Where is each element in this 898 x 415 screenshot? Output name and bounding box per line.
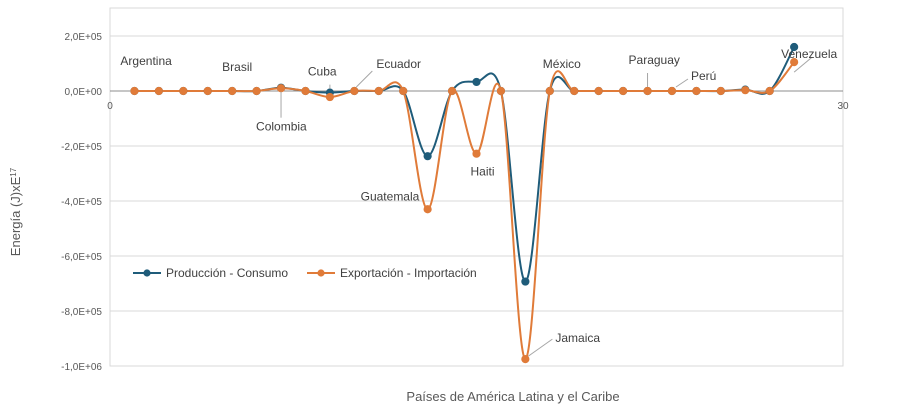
data-point-series-2	[545, 86, 554, 96]
y-tick-label: -8,0E+05	[61, 307, 102, 318]
annotation-label: Ecuador	[376, 57, 421, 71]
y-tick-label: -6,0E+05	[61, 252, 102, 263]
plot-border	[109, 7, 844, 367]
data-point-series-2	[472, 149, 481, 158]
data-point-series-2	[399, 86, 408, 96]
annotation-label: Cuba	[308, 65, 337, 79]
data-point-series-2	[496, 86, 506, 96]
annotation-leader	[355, 70, 373, 88]
y-tick-label: -4,0E+05	[61, 197, 102, 208]
annotation-label: Perú	[691, 69, 716, 83]
data-point-series-2	[350, 86, 359, 96]
data-point-series-2	[130, 86, 139, 96]
annotation-label: Brasil	[222, 60, 252, 74]
annotation-label: Colombia	[256, 120, 307, 134]
data-point-series-2	[374, 86, 383, 96]
data-point-series-1	[423, 152, 432, 161]
legend: Producción - Consumo Exportación - Import…	[133, 266, 477, 280]
data-point-series-2	[423, 205, 432, 214]
data-point-series-2	[716, 86, 725, 96]
data-point-series-2	[643, 86, 652, 96]
series-layer	[130, 42, 799, 364]
y-tick-label: 2,0E+05	[64, 32, 102, 43]
grid	[109, 7, 844, 367]
annotation-leader	[675, 78, 689, 88]
data-point-series-2	[447, 86, 457, 96]
annotation-leader	[528, 338, 553, 357]
data-point-series-2	[692, 86, 701, 96]
data-point-series-2	[203, 86, 212, 96]
data-point-series-2	[765, 86, 774, 96]
data-point-series-2	[325, 92, 334, 102]
data-point-series-2	[179, 86, 188, 96]
annotation-leader	[793, 56, 813, 73]
data-point-series-2	[741, 86, 750, 95]
y-tick-label: -2,0E+05	[61, 142, 102, 153]
annotation-label: Jamaica	[555, 331, 600, 345]
x-tick-label: 0	[107, 101, 113, 112]
series-line-2	[134, 61, 795, 361]
legend-label-1: Producción - Consumo	[166, 266, 288, 280]
data-point-series-2	[228, 86, 237, 96]
y-axis-label: Energía (J)xE17	[8, 167, 23, 256]
data-point-series-2	[521, 355, 530, 364]
legend-label-2: Exportación - Importación	[340, 266, 477, 280]
data-point-series-2	[619, 86, 628, 96]
data-point-series-2	[594, 86, 603, 96]
data-point-series-2	[276, 84, 286, 93]
y-axis-label-exponent: 17	[9, 167, 18, 176]
data-point-series-1	[472, 77, 481, 87]
legend-marker-2	[317, 269, 325, 277]
annotation-label: Guatemala	[361, 189, 420, 203]
data-point-series-2	[252, 86, 261, 96]
annotation-label: Venezuela	[781, 47, 837, 61]
y-tick-label: -1,0E+06	[61, 362, 102, 373]
annotation-layer: Argentina Brasil Colombia Cuba Ecuador Guatem…	[120, 47, 838, 357]
data-point-series-2	[154, 86, 163, 96]
data-point-series-1	[790, 42, 799, 52]
y-tick-label: 0,0E+00	[64, 87, 102, 98]
data-point-series-2	[790, 58, 799, 67]
data-point-series-1	[521, 277, 530, 286]
annotation-label: Haiti	[471, 165, 495, 179]
data-point-series-2	[570, 86, 579, 96]
annotation-label: México	[543, 57, 581, 71]
data-point-series-2	[301, 86, 310, 96]
annotation-label: Argentina	[120, 54, 172, 68]
x-tick-label: 30	[837, 101, 849, 112]
annotation-label: Paraguay	[629, 53, 680, 67]
x-axis-label: Países de América Latina y el Caribe	[406, 389, 619, 404]
legend-marker-1	[143, 269, 151, 277]
axes: 2,0E+05 0,0E+00 -2,0E+05 -4,0E+05 -6,0E+05 -8…	[61, 32, 849, 373]
data-point-series-2	[667, 86, 677, 96]
